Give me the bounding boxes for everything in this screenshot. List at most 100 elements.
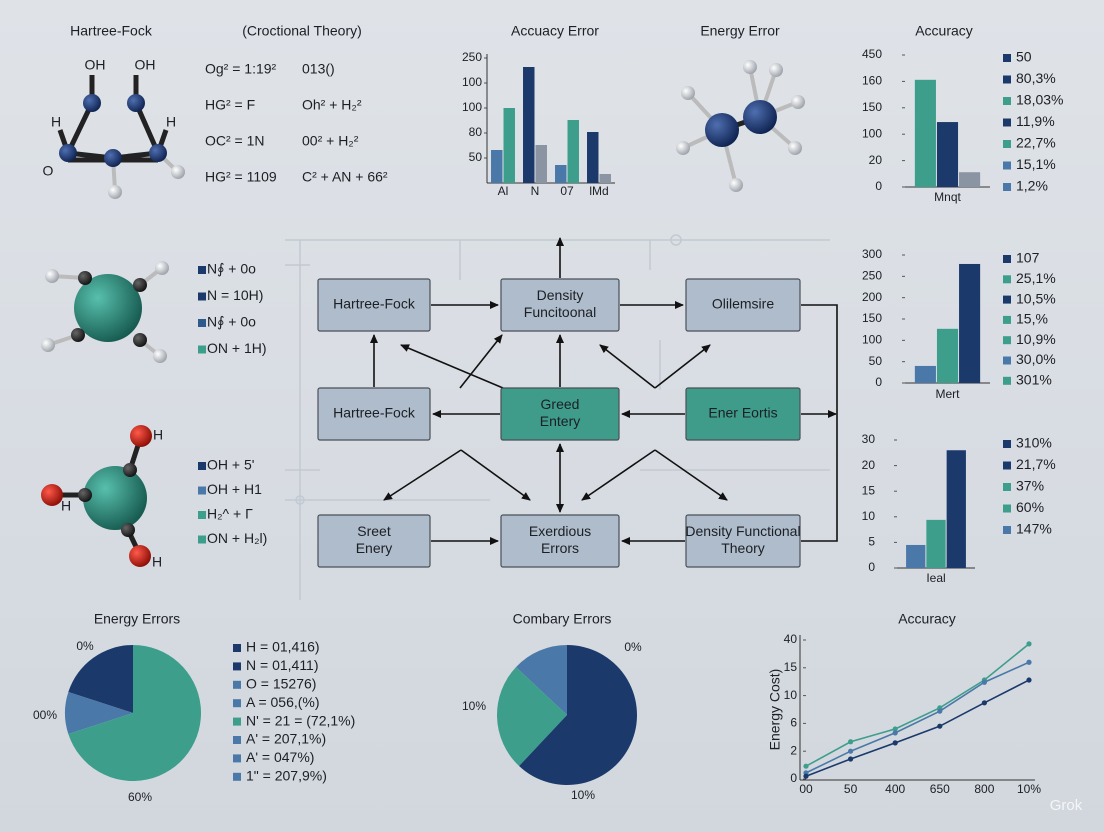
point [981, 679, 988, 685]
legend-label: 50 [1016, 49, 1032, 65]
pie-slice [68, 645, 201, 781]
chart-title: Accuacy Error [511, 23, 599, 39]
y-tick-label: 20 [869, 153, 883, 167]
legend-label: 80,3% [1016, 70, 1056, 86]
legend-swatch [233, 717, 241, 726]
pie-label: 10% [462, 699, 486, 713]
node-label: Errors [541, 540, 579, 556]
legend-label: 10,5% [1016, 290, 1056, 306]
legend-label: 310% [1016, 435, 1052, 451]
y-tick-label: 100 [862, 333, 882, 347]
y-tick-label: 160 [862, 74, 882, 88]
y-tick-label: 150 [862, 100, 882, 114]
legend-label: 60% [1016, 499, 1044, 515]
legend-swatch [1003, 336, 1011, 345]
legend-label: OH + 5' [207, 457, 254, 473]
x-tick-label: Mert [936, 387, 961, 401]
pie-slice [519, 644, 637, 785]
bar [946, 450, 966, 568]
point [937, 708, 943, 714]
point [803, 773, 809, 779]
watermark: Grok [1050, 797, 1083, 814]
legend-label: 1" = 207,9%) [246, 768, 327, 784]
y-tick-label: 0 [875, 179, 882, 193]
legend-label: 147% [1016, 521, 1052, 537]
diagram-node [500, 278, 620, 332]
legend-label: H = 01,416) [246, 639, 320, 655]
legend-swatch [198, 511, 206, 519]
header-title: Hartree-Fock [70, 23, 153, 39]
line [805, 661, 1030, 774]
y-tick-label: 300 [862, 247, 882, 261]
bar [523, 67, 535, 183]
legend-swatch [233, 644, 241, 652]
atom-label: OH [85, 57, 106, 73]
node-label: Enery [356, 540, 393, 556]
node-label: Hartree-Fock [333, 405, 416, 421]
equation: Oh² + H₂² [302, 97, 362, 113]
y-tick-label: 5 [868, 535, 875, 549]
ring-molecule [57, 75, 185, 199]
point [981, 700, 988, 706]
legend-label: N∮ + 0o [207, 314, 256, 330]
bar [936, 122, 959, 187]
legend-label: A' = 047%) [246, 749, 314, 765]
legend-swatch [1003, 461, 1011, 470]
x-tick-label: 400 [885, 782, 905, 796]
atom-label: H [152, 554, 162, 570]
atom-label: O [43, 163, 54, 179]
bar [936, 328, 959, 383]
bar [587, 132, 599, 183]
bar [914, 79, 936, 187]
pie-slice [68, 645, 133, 713]
legend-label: 37% [1016, 478, 1044, 494]
y-tick-label: 200 [862, 290, 882, 304]
legend-label: ON + H₂l) [207, 530, 267, 546]
legend-swatch [1003, 356, 1011, 365]
legend-label: 18,03% [1016, 92, 1063, 108]
y-tick-label: 0 [790, 771, 797, 785]
y-tick-label: 15 [862, 483, 876, 497]
y-tick-label: 250 [462, 50, 482, 64]
bar [959, 263, 981, 383]
diagram-node [317, 514, 431, 568]
node-label: Olilemsire [712, 296, 774, 312]
bar [491, 150, 503, 183]
equation: Og² = 1:19² [205, 61, 277, 77]
point [892, 730, 898, 736]
legend-label: 1,2% [1016, 178, 1048, 194]
pie-slice [515, 645, 567, 715]
y-tick-label: 40 [784, 632, 798, 646]
legend-label: 22,7% [1016, 135, 1056, 151]
legend-swatch [198, 462, 206, 470]
node-label: Entery [540, 413, 580, 429]
y-tick-label: 50 [469, 150, 483, 164]
legend-swatch [233, 772, 241, 781]
point [892, 726, 898, 732]
node-label: Theory [721, 540, 765, 556]
legend-swatch [233, 754, 241, 763]
bar [599, 174, 611, 183]
x-tick-label: 10% [1017, 782, 1041, 796]
legend-label: 10,9% [1016, 331, 1056, 347]
y-tick-label: 6 [790, 716, 797, 730]
legend-swatch [198, 345, 206, 354]
y-tick-label: 450 [862, 47, 882, 61]
y-tick-label: 80 [469, 125, 483, 139]
y-tick-label: 30 [862, 432, 876, 446]
point [803, 763, 809, 769]
legend-swatch [198, 535, 206, 544]
x-tick-label: Al [498, 184, 509, 198]
x-tick-label: 00 [799, 782, 813, 796]
legend-label: O = 15276) [246, 676, 316, 692]
pie-slice [497, 667, 567, 767]
atom-label: H [166, 114, 176, 130]
x-tick-label: N [531, 184, 540, 198]
legend-label: A' = 207,1%) [246, 731, 326, 747]
legend-label: 107 [1016, 250, 1040, 266]
node-label: Greed [541, 396, 580, 412]
legend-label: N = 01,411) [246, 657, 319, 673]
diagram-node [685, 278, 801, 332]
